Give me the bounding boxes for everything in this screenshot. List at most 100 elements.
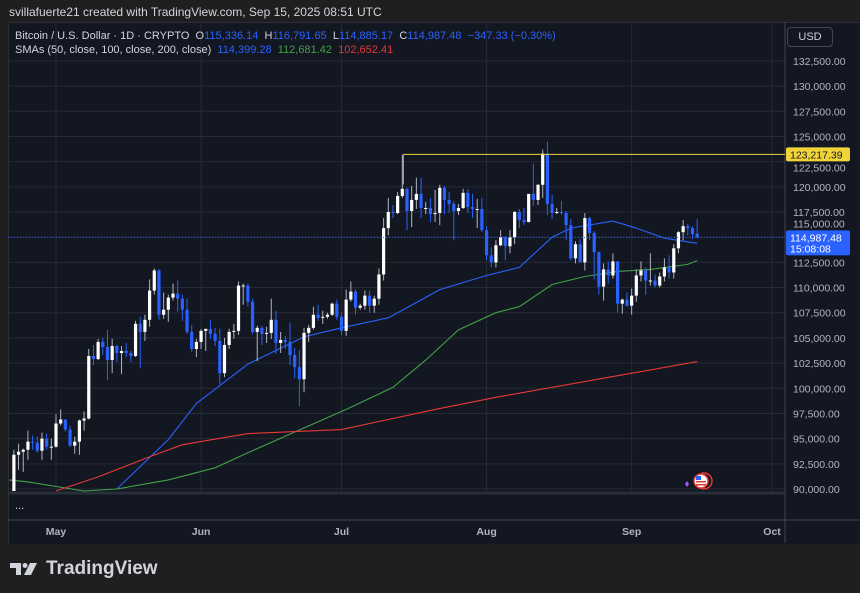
sma-legend[interactable]: SMAs (50, close, 100, close, 200, close)… bbox=[15, 44, 393, 56]
sma200-value: 102,652.41 bbox=[338, 44, 394, 56]
candle-body bbox=[634, 275, 638, 296]
candle-body bbox=[213, 333, 217, 341]
brand-name: TradingView bbox=[46, 558, 158, 579]
candle-body bbox=[73, 441, 77, 446]
candle-body bbox=[35, 442, 39, 451]
candle-body bbox=[372, 298, 376, 306]
high-value: 116,791.65 bbox=[272, 30, 327, 42]
candle-body bbox=[49, 446, 53, 448]
candle-body bbox=[536, 184, 540, 200]
candle-body bbox=[475, 208, 479, 210]
time-tick-label: Jul bbox=[334, 526, 349, 538]
candle-body bbox=[494, 245, 498, 263]
candle-body bbox=[222, 344, 227, 374]
close-label: C bbox=[399, 30, 408, 42]
candle-body bbox=[330, 303, 334, 315]
candle-body bbox=[400, 188, 404, 196]
candle-body bbox=[152, 270, 156, 291]
candle-body bbox=[59, 419, 63, 424]
candle-body bbox=[274, 319, 278, 343]
candle-body bbox=[105, 346, 110, 361]
candle-body bbox=[31, 441, 35, 443]
price-tick-label: 120,000.00 bbox=[793, 182, 846, 194]
candle-body bbox=[180, 298, 184, 310]
chart-credit: svillafuerte21 created with TradingView.… bbox=[9, 5, 382, 19]
time-tick-label: Jun bbox=[192, 526, 211, 538]
candle-body bbox=[667, 267, 671, 273]
candle-body bbox=[208, 328, 213, 334]
candle-body bbox=[171, 293, 175, 298]
time-tick-label: Aug bbox=[476, 526, 496, 538]
candle-body bbox=[119, 351, 124, 354]
candle-body bbox=[690, 228, 695, 235]
candle-body bbox=[227, 331, 231, 345]
candle-body bbox=[288, 341, 292, 356]
candle-body bbox=[40, 438, 44, 451]
candle-body bbox=[124, 351, 128, 354]
candle-body bbox=[452, 203, 456, 212]
candle-body bbox=[686, 226, 690, 229]
candle-body bbox=[246, 285, 250, 302]
candle-body bbox=[653, 280, 657, 286]
high-price-tag bbox=[786, 147, 850, 162]
close-value: 114,987.48 bbox=[407, 30, 462, 42]
price-axis: 132,500.00 130,000.00 127,500.00 125,000.00… bbox=[793, 56, 846, 496]
candle-body bbox=[564, 213, 568, 226]
candle-body bbox=[367, 295, 372, 306]
candle-body bbox=[513, 212, 517, 238]
change-value: −347.33 (−0.30%) bbox=[467, 30, 556, 42]
more-button[interactable]: ... bbox=[15, 500, 25, 512]
candle-body bbox=[620, 299, 624, 304]
price-tick-label: 125,000.00 bbox=[793, 131, 846, 143]
candle-body bbox=[461, 192, 465, 208]
candle-body bbox=[611, 261, 615, 276]
last-price-tag-text: 114,987.48 bbox=[790, 232, 842, 244]
candle-body bbox=[676, 232, 681, 249]
candle-body bbox=[307, 327, 311, 333]
candle-body bbox=[438, 187, 442, 214]
high-price-tag-text: 123,217.39 bbox=[790, 149, 843, 161]
candle-body bbox=[12, 454, 16, 491]
price-tick-label: 97,500.00 bbox=[793, 408, 840, 420]
candle-body bbox=[279, 339, 283, 343]
sma-line-100 bbox=[9, 260, 698, 492]
candle-body bbox=[325, 314, 330, 317]
candle-body bbox=[578, 244, 582, 263]
candle-body bbox=[293, 355, 297, 368]
candle-body bbox=[606, 269, 610, 276]
sparkle-icon bbox=[685, 481, 689, 487]
candle-body bbox=[255, 327, 259, 332]
candle-body bbox=[480, 208, 484, 231]
candle-body bbox=[358, 305, 362, 308]
price-tick-label: 102,500.00 bbox=[793, 358, 846, 370]
sma-line-50 bbox=[116, 220, 698, 490]
candle-body bbox=[133, 323, 138, 357]
candle-body bbox=[335, 303, 339, 317]
low-label: L bbox=[332, 30, 339, 42]
us-event-icon[interactable] bbox=[685, 472, 713, 490]
candle-body bbox=[250, 301, 255, 332]
candle-body bbox=[410, 199, 414, 212]
candle-body bbox=[569, 225, 573, 259]
candle-body bbox=[681, 226, 685, 233]
candle-body bbox=[87, 356, 91, 419]
price-tick-label: 105,000.00 bbox=[793, 333, 846, 345]
candle-body bbox=[311, 314, 315, 328]
candle-body bbox=[466, 192, 470, 207]
candle-body bbox=[508, 237, 512, 247]
candle-body bbox=[391, 212, 395, 214]
candle-body bbox=[269, 319, 273, 333]
price-tick-label: 127,500.00 bbox=[793, 106, 846, 118]
candle-body bbox=[396, 195, 400, 214]
candle-body bbox=[232, 330, 236, 332]
candle-body bbox=[77, 420, 81, 442]
candle-body bbox=[644, 270, 648, 281]
time-tick-label: Sep bbox=[622, 526, 641, 538]
flag-canton bbox=[696, 476, 701, 480]
currency-button[interactable]: USD bbox=[787, 27, 833, 47]
price-tick-label: 92,500.00 bbox=[793, 459, 840, 471]
candle-body bbox=[386, 212, 390, 229]
candle-body bbox=[199, 330, 203, 342]
